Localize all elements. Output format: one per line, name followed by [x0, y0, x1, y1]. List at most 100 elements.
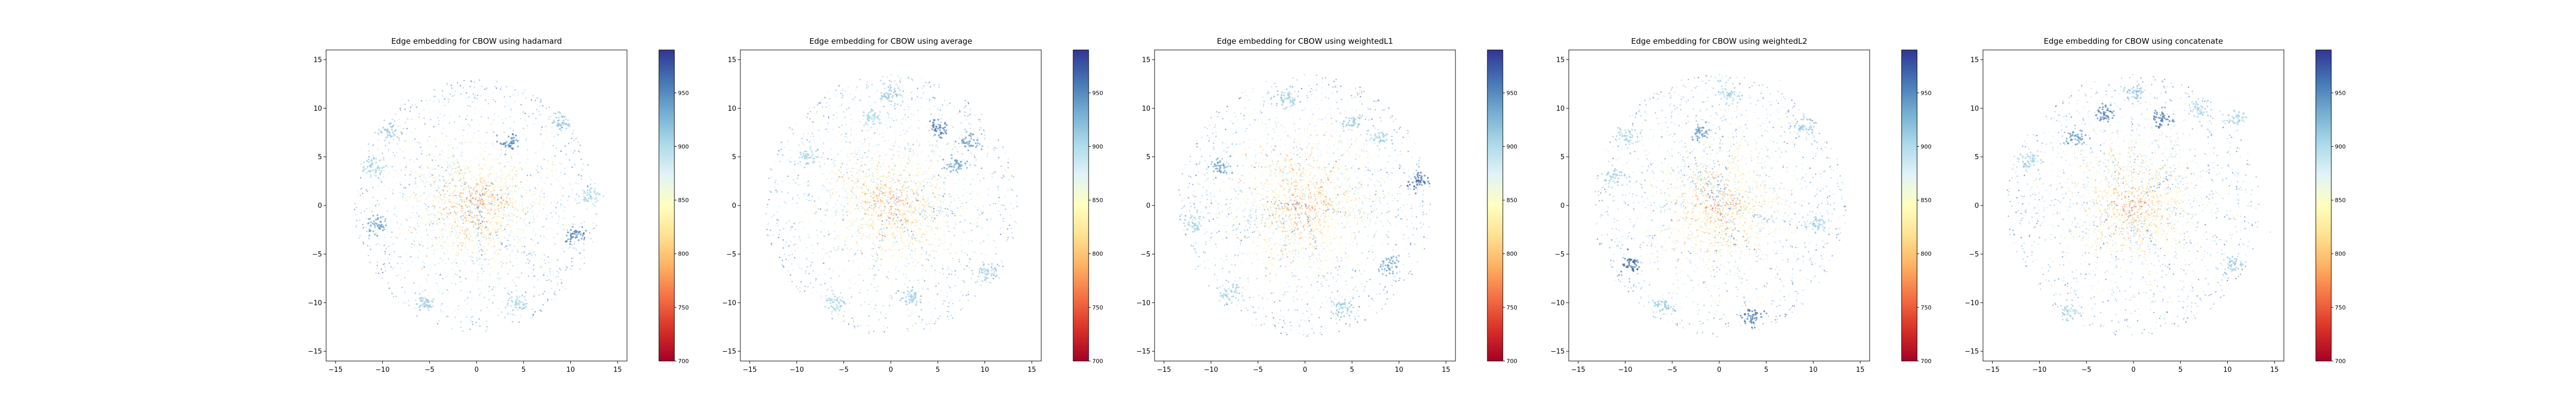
- scatter-point: [548, 106, 550, 108]
- scatter-point: [461, 142, 463, 144]
- scatter-point: [378, 272, 380, 274]
- scatter-point: [857, 325, 859, 327]
- scatter-point: [495, 178, 496, 180]
- scatter-point: [420, 310, 421, 312]
- scatter-point: [398, 125, 399, 127]
- scatter-point: [941, 202, 943, 203]
- scatter-point: [814, 156, 816, 158]
- scatter-point: [502, 263, 504, 264]
- scatter-point: [562, 286, 563, 288]
- cluster-point: [513, 142, 515, 144]
- scatter-point: [433, 255, 435, 257]
- scatter-point: [510, 175, 512, 177]
- scatter-point: [457, 244, 459, 246]
- scatter-point: [451, 232, 452, 234]
- scatter-point: [516, 175, 518, 177]
- scatter-point: [510, 190, 512, 192]
- scatter-point: [498, 216, 499, 218]
- scatter-point: [400, 131, 402, 133]
- scatter-point: [360, 195, 361, 196]
- scatter-point: [551, 132, 552, 134]
- cluster-point: [575, 234, 578, 236]
- scatter-point: [455, 197, 457, 199]
- scatter-point: [583, 245, 585, 247]
- scatter-point: [917, 96, 919, 98]
- scatter-point: [456, 274, 458, 276]
- scatter-point: [386, 178, 387, 180]
- scatter-point: [374, 174, 376, 176]
- scatter-point: [957, 185, 959, 187]
- scatter-point: [840, 321, 841, 323]
- scatter-point: [463, 129, 465, 131]
- scatter-point: [435, 238, 437, 240]
- scatter-point: [502, 185, 504, 187]
- scatter-point: [480, 205, 482, 208]
- scatter-point: [993, 240, 995, 242]
- scatter-point: [453, 207, 454, 209]
- cluster-point: [575, 236, 578, 238]
- scatter-point: [384, 237, 386, 238]
- scatter-point: [520, 217, 522, 219]
- scatter-point: [394, 154, 396, 157]
- scatter-point: [432, 305, 434, 307]
- scatter-point: [510, 116, 511, 118]
- scatter-point: [449, 205, 451, 208]
- scatter-point: [503, 193, 505, 195]
- scatter-point: [880, 100, 882, 102]
- scatter-point: [960, 206, 962, 208]
- scatter-point: [423, 266, 425, 268]
- scatter-point: [543, 265, 545, 267]
- scatter-point: [445, 177, 447, 179]
- scatter-point: [915, 322, 917, 324]
- scatter-point: [826, 213, 827, 215]
- scatter-point: [383, 169, 385, 171]
- scatter-point: [945, 300, 946, 302]
- scatter-point: [517, 164, 519, 166]
- scatter-point: [839, 296, 841, 298]
- scatter-point: [907, 244, 908, 246]
- scatter-point: [509, 173, 511, 175]
- scatter-point: [496, 199, 497, 201]
- scatter-point: [510, 206, 512, 208]
- scatter-point: [367, 143, 369, 145]
- scatter-point: [427, 166, 428, 167]
- scatter-point: [972, 223, 974, 225]
- scatter-point: [433, 195, 435, 197]
- scatter-point: [386, 210, 388, 212]
- scatter-point: [479, 260, 481, 262]
- scatter-point: [429, 193, 431, 195]
- scatter-point: [933, 313, 934, 315]
- scatter-point: [413, 192, 415, 194]
- scatter-point: [536, 271, 537, 273]
- scatter-point: [1007, 167, 1009, 168]
- scatter-point: [443, 222, 445, 225]
- scatter-point: [852, 260, 854, 262]
- scatter-point: [468, 96, 470, 98]
- scatter-point: [455, 252, 457, 254]
- scatter-point: [472, 242, 474, 244]
- scatter-point: [457, 254, 459, 256]
- scatter-point: [445, 315, 447, 317]
- scatter-point: [555, 260, 557, 261]
- scatter-point: [524, 89, 526, 91]
- scatter-point: [827, 272, 828, 273]
- scatter-point: [504, 205, 505, 207]
- scatter-point: [438, 200, 439, 202]
- scatter-point: [949, 102, 951, 104]
- scatter-point: [781, 191, 783, 193]
- scatter-point: [505, 204, 507, 206]
- scatter-point: [560, 203, 562, 205]
- scatter-point: [996, 154, 998, 156]
- cluster-point: [423, 305, 425, 307]
- scatter-point: [478, 232, 480, 234]
- scatter-point: [385, 145, 386, 146]
- scatter-point: [550, 280, 552, 282]
- scatter-point: [907, 286, 909, 288]
- cluster-point: [526, 302, 528, 305]
- scatter-point: [828, 268, 831, 270]
- scatter-point: [434, 231, 436, 233]
- cluster-point: [568, 125, 570, 128]
- scatter-point: [460, 176, 462, 178]
- scatter-point: [481, 116, 482, 117]
- scatter-point: [819, 165, 821, 167]
